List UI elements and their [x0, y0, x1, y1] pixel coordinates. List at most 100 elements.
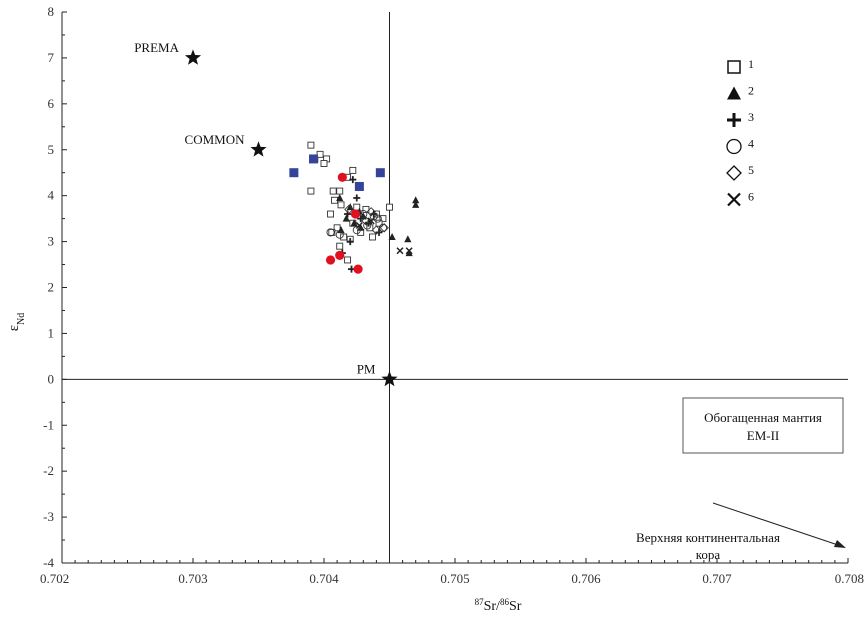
enriched-mantle-box — [682, 397, 844, 454]
square-point — [336, 242, 344, 250]
y-tick-label: 7 — [48, 50, 55, 65]
square-point — [327, 210, 334, 218]
circle-point — [378, 223, 388, 232]
square-point — [337, 201, 345, 209]
blue-square-point — [309, 154, 319, 164]
triangle-point — [405, 249, 413, 257]
upper-crust-arrow-head — [834, 540, 846, 548]
cross-point — [355, 221, 363, 230]
reference-point-label: PM — [357, 361, 376, 376]
cross-point — [396, 247, 404, 255]
reference-lines — [62, 12, 848, 563]
red-circle-point — [335, 250, 345, 260]
circle-point — [363, 221, 372, 230]
legend-square-icon — [727, 60, 741, 74]
square-point — [369, 233, 376, 241]
red-circle-point — [337, 172, 347, 182]
red-circle-point — [350, 209, 361, 219]
diamond-point — [361, 216, 371, 226]
plus-point — [370, 210, 378, 218]
diamond-point — [344, 204, 354, 215]
plus-point — [375, 228, 383, 236]
upper-crust-arrow-line — [712, 502, 839, 546]
y-tick-label: 1 — [48, 325, 55, 340]
square-point — [379, 215, 387, 223]
cross-point — [405, 247, 413, 255]
diamond-point — [379, 223, 389, 233]
triangle-point — [388, 232, 396, 240]
square-point — [386, 203, 393, 211]
data-points — [289, 141, 420, 274]
square-point — [307, 141, 315, 149]
enriched-mantle-sublabel: EM-II — [747, 428, 780, 443]
plus-point — [349, 176, 357, 184]
square-point — [375, 219, 383, 227]
reference-star — [381, 370, 398, 387]
x-tick-label: 0.705 — [440, 571, 469, 586]
square-point — [320, 160, 328, 167]
cross-stroke — [355, 221, 363, 230]
cross-stroke — [367, 217, 375, 225]
square-point — [349, 166, 357, 174]
legend-label: 5 — [748, 163, 754, 177]
legend-label: 3 — [748, 110, 754, 124]
square-point — [344, 256, 352, 264]
y-tick-label: 4 — [48, 188, 55, 203]
circle-point — [352, 226, 361, 235]
reference-point-label: PREMA — [134, 40, 179, 55]
y-tick-label: -1 — [43, 417, 54, 432]
square-point — [316, 150, 324, 158]
triangle-point — [412, 196, 420, 204]
square-point — [307, 187, 315, 195]
x-tick-label: 0.708 — [835, 571, 864, 586]
reference-points: PREMA COMMON PM — [134, 40, 398, 387]
legend: 1 2 3 4 5 6 — [726, 57, 754, 207]
blue-square-point — [375, 168, 385, 178]
y-tick-label: -4 — [43, 555, 54, 570]
blue-square-point — [354, 181, 364, 191]
plus-point — [346, 238, 354, 246]
upper-crust-sublabel: кора — [696, 547, 721, 562]
y-tick-label: 2 — [48, 280, 55, 295]
x-tick-label: 0.707 — [702, 571, 732, 586]
axes: -4 -3 -2 -1 0 1 2 3 4 5 6 7 8 0.702 0.703 0.704 0.705 0.7… — [40, 4, 864, 586]
reference-star — [250, 141, 267, 157]
reference-star — [184, 49, 202, 65]
y-tick-label: 0 — [48, 371, 55, 386]
y-tick-label: 6 — [48, 96, 55, 111]
x-tick-label: 0.702 — [40, 571, 69, 586]
red-circle-point — [353, 264, 363, 274]
triangle-point — [404, 235, 412, 243]
cross-point — [367, 217, 375, 225]
plus-point — [353, 194, 361, 202]
x-axis-title: 87Sr/86Sr — [475, 597, 522, 614]
y-tick-label: -2 — [43, 463, 54, 478]
y-tick-label: -3 — [43, 509, 54, 524]
legend-label: 6 — [748, 190, 754, 204]
legend-triangle-icon — [727, 86, 741, 100]
square-point — [329, 187, 337, 195]
diamond-point — [366, 207, 376, 217]
blue-square-point — [289, 168, 299, 178]
annotations: Обогащенная мантия EM-II Верхняя континент… — [636, 397, 846, 562]
square-point — [336, 187, 344, 195]
circle-point — [326, 228, 335, 237]
legend-diamond-icon — [726, 165, 742, 181]
red-circle-point — [325, 255, 336, 265]
triangle-point — [350, 219, 358, 227]
x-tick-label: 0.704 — [309, 571, 339, 586]
upper-crust-label: Верхняя континентальная — [636, 530, 780, 545]
enriched-mantle-label: Обогащенная мантия — [704, 410, 822, 425]
reference-point-label: COMMON — [185, 132, 246, 147]
triangle-point — [336, 193, 344, 201]
y-axis-title: εNd — [6, 313, 27, 332]
triangle-point — [342, 214, 350, 222]
y-tick-label: 8 — [48, 4, 55, 19]
y-tick-label: 5 — [48, 142, 55, 157]
y-tick-label: 3 — [48, 234, 55, 249]
legend-label: 4 — [748, 137, 754, 151]
square-point — [333, 224, 341, 232]
x-tick-label: 0.706 — [571, 571, 601, 586]
legend-cross-icon — [727, 192, 741, 207]
